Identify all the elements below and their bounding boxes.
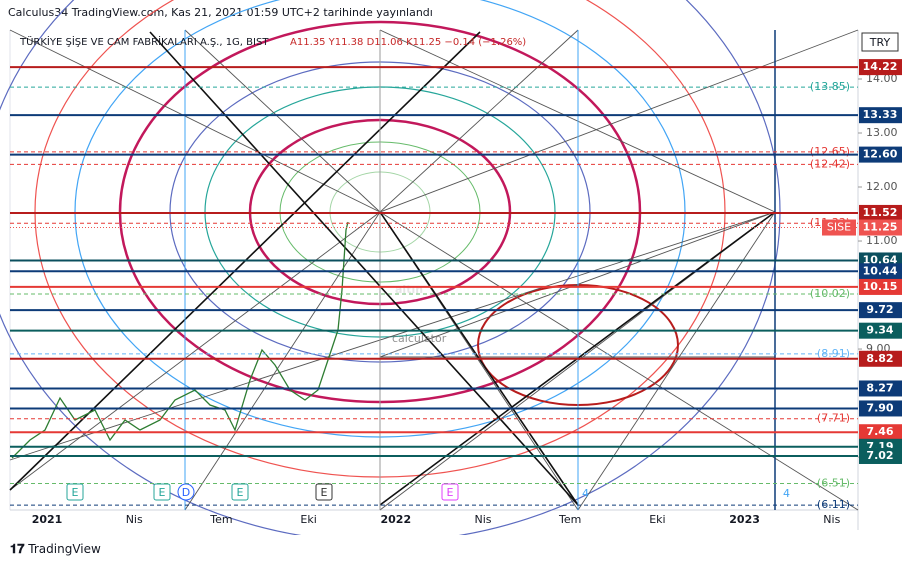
level-box [859, 278, 902, 295]
event-badge [231, 483, 249, 501]
cycle-label: 4 [783, 487, 790, 500]
level-box [859, 302, 902, 319]
event-badge [66, 483, 84, 501]
time-label: Nis [126, 513, 143, 526]
projection-label: (12.65) [810, 145, 850, 158]
event-label: E [447, 486, 454, 499]
ticker-name: SISE [827, 221, 851, 234]
level-box [859, 322, 902, 339]
event-label: E [321, 486, 328, 499]
brand: TradingView [28, 542, 101, 556]
price-tick-label: 13.00 [866, 126, 898, 139]
level-box [859, 350, 902, 367]
projection-label: (12.42) [810, 157, 850, 170]
projection-label: (6.51) [817, 477, 850, 490]
time-label: Eki [300, 513, 316, 526]
watermark: altın calculator [392, 283, 447, 345]
ohlc: A11.35 Y11.38 D11.06 K11.25 −0.14 (−1.26… [290, 37, 526, 48]
event-label: E [72, 486, 79, 499]
level-label: 14.22 [863, 60, 898, 73]
projection-label: (8.91) [817, 347, 850, 360]
event-label: E [159, 486, 166, 499]
level-box [859, 424, 902, 441]
level-label: 9.34 [866, 324, 893, 337]
time-label: 2023 [729, 513, 760, 526]
verticals [184, 30, 776, 510]
fan-lines [9, 29, 859, 511]
level-box [859, 59, 902, 76]
main-diagonals [9, 31, 776, 506]
level-label: 7.02 [866, 449, 893, 462]
price-tick-label: 12.00 [866, 180, 898, 193]
level-label: 8.82 [866, 352, 893, 365]
level-box [859, 107, 902, 124]
event-label: D [182, 486, 190, 499]
time-label: Tem [558, 513, 581, 526]
level-box [859, 146, 902, 163]
event-badge [153, 483, 171, 501]
event-badge [315, 483, 333, 501]
projection-label: (6.11) [817, 498, 850, 511]
level-box [859, 380, 902, 397]
cycle-label: 4 [582, 487, 589, 500]
publisher: Calculus34 TradingView.com, Kas 21, 2021… [8, 6, 433, 19]
projection-label: (7.71) [817, 412, 850, 425]
level-label: 10.44 [863, 264, 898, 277]
symbol: TÜRKİYE ŞİŞE VE CAM FABRİKALARI A.Ş., 1G… [19, 35, 269, 48]
level-label: 8.27 [866, 381, 893, 394]
projection-label: (13.85) [810, 80, 850, 93]
level-box [859, 447, 902, 464]
level-label: 10.64 [863, 253, 898, 266]
currency-box [861, 32, 899, 52]
chart: altın calculator TÜRKİYE ŞİŞE VE CAM FAB… [0, 0, 902, 535]
time-label: Tem [209, 513, 232, 526]
level-label: 10.15 [863, 280, 898, 293]
level-label: 9.72 [866, 303, 893, 316]
watermark-sub: calculator [392, 332, 447, 345]
level-label: 11.52 [863, 206, 898, 219]
price-tick-label: 11.00 [866, 234, 898, 247]
ticker-box [859, 219, 902, 236]
event-label: E [237, 486, 244, 499]
footer: 𝟏𝟕 TradingView [10, 542, 101, 557]
time-label: Nis [823, 513, 840, 526]
time-label: Nis [474, 513, 491, 526]
level-box [859, 204, 902, 221]
level-label: 12.60 [863, 148, 898, 161]
currency: TRY [869, 36, 891, 49]
ticker-label: 11.25 [863, 221, 898, 234]
level-label: 7.90 [866, 401, 893, 414]
level-box [859, 263, 902, 280]
price-tick-label: 14.00 [866, 72, 898, 85]
event-badge [441, 483, 459, 501]
level-label: 13.33 [863, 108, 898, 121]
level-label: 7.46 [866, 425, 893, 438]
event-badge [177, 483, 195, 501]
time-label: 2021 [32, 513, 63, 526]
time-label: 2022 [380, 513, 411, 526]
level-box [859, 400, 902, 417]
time-label: Eki [649, 513, 665, 526]
ellipses [0, 0, 781, 535]
projection-label: (10.02) [810, 287, 850, 300]
ticker-name-box [822, 219, 856, 236]
